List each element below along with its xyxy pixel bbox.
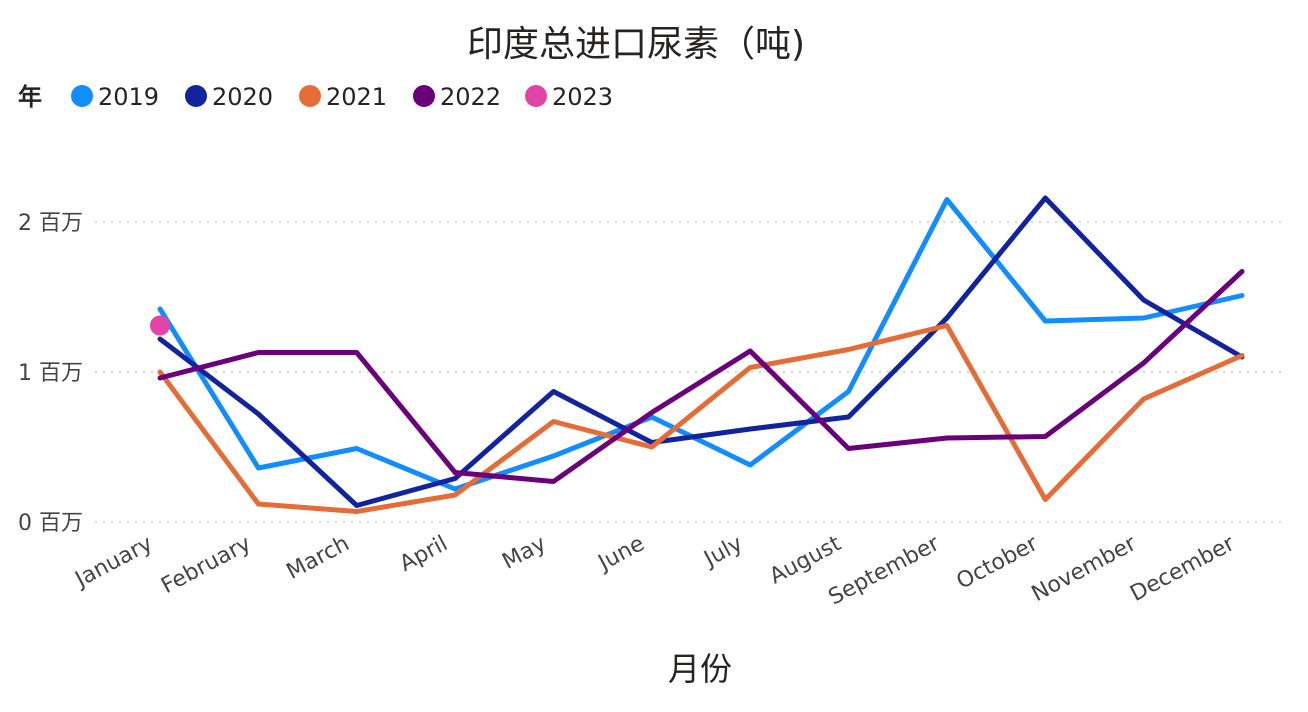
legend-item: 2022 bbox=[413, 83, 501, 111]
legend-label: 2019 bbox=[98, 83, 159, 111]
legend-label: 2021 bbox=[326, 83, 387, 111]
x-tick-label: May bbox=[498, 531, 550, 574]
x-axis-label: 月份 bbox=[668, 650, 732, 688]
x-tick-label: September bbox=[825, 531, 945, 611]
x-tick-label: April bbox=[396, 531, 452, 577]
y-tick-label: 0 百万 bbox=[18, 511, 83, 536]
y-tick-label: 1 百万 bbox=[18, 361, 83, 386]
x-tick-label: July bbox=[699, 531, 747, 573]
legend-marker bbox=[413, 85, 435, 107]
chart-title: 印度总进口尿素（吨) bbox=[467, 24, 805, 65]
legend-label: 2020 bbox=[212, 83, 273, 111]
x-tick-label: November bbox=[1028, 531, 1142, 607]
legend-item: 2019 bbox=[71, 83, 159, 111]
x-tick-label: March bbox=[283, 531, 354, 585]
legend-item: 2021 bbox=[299, 83, 387, 111]
x-tick-label: August bbox=[766, 531, 846, 589]
legend-title: 年 bbox=[18, 83, 42, 111]
legend-label: 2022 bbox=[440, 83, 501, 111]
x-tick-label: February bbox=[157, 531, 255, 599]
x-tick-label: December bbox=[1126, 531, 1239, 607]
x-tick-label: January bbox=[70, 531, 157, 593]
y-tick-label: 2 百万 bbox=[18, 211, 83, 236]
y-axis: 0 百万 1 百万 2 百万 bbox=[18, 211, 83, 536]
legend-marker bbox=[185, 85, 207, 107]
series-line-2021 bbox=[157, 323, 1245, 514]
series-line-2020 bbox=[157, 195, 1245, 508]
legend: 2019 2020 2021 2022 2023 bbox=[71, 83, 613, 111]
x-axis: January February March April May June July Augu… bbox=[70, 531, 1240, 611]
series-line-2022 bbox=[157, 269, 1245, 484]
legend-marker bbox=[71, 85, 93, 107]
legend-item: 2020 bbox=[185, 83, 273, 111]
series-lines bbox=[150, 195, 1245, 514]
legend-label: 2023 bbox=[552, 83, 613, 111]
x-tick-label: June bbox=[593, 531, 649, 577]
series-point-2023 bbox=[150, 315, 170, 336]
legend-marker bbox=[299, 85, 321, 107]
gridlines bbox=[95, 221, 1282, 523]
legend-item: 2023 bbox=[525, 83, 613, 111]
series-line-2019 bbox=[157, 197, 1245, 492]
legend-marker bbox=[525, 85, 547, 107]
